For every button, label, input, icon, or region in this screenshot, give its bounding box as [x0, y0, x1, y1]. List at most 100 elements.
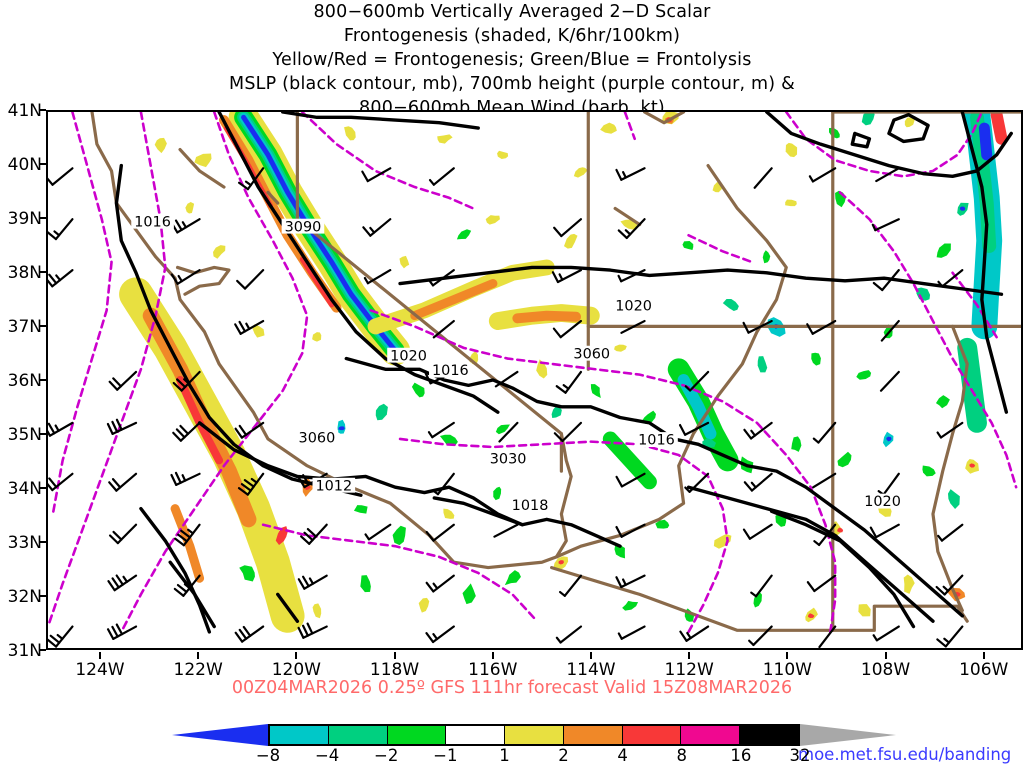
mslp-contour-label: 1016 [638, 433, 675, 449]
height-contour-layer [48, 112, 1018, 634]
frontogenesis-shading [762, 250, 771, 264]
lat-tick-label: 32N [7, 587, 42, 607]
frontogenesis-shading [722, 299, 739, 312]
frontogenesis-shading [437, 134, 453, 144]
colorbar-tick-label: −8 [255, 746, 281, 765]
height-contour-label-halo [570, 345, 614, 361]
mslp-contour-label: 1020 [864, 494, 901, 510]
frontogenesis-shading [411, 382, 425, 398]
frontogenesis-shading [185, 202, 195, 214]
frontogenesis-shading [600, 122, 617, 134]
frontogenesis-shading [785, 199, 797, 207]
frontogenesis-shading [462, 583, 476, 605]
frontogenesis-shading [344, 126, 356, 141]
frontogenesis-band [299, 256, 335, 308]
map-canvas: 1016102010201016101610121018102030903090… [48, 112, 1021, 648]
lat-tick-label: 40N [7, 155, 42, 175]
frontogenesis-shading [791, 436, 802, 452]
colorbar-over-arrow-icon [800, 724, 896, 746]
lon-tick-label: 116W [468, 660, 518, 680]
lon-tick-label: 110W [762, 660, 812, 680]
colorbar-segment [270, 726, 329, 744]
frontogenesis-shading [456, 229, 472, 240]
lon-tick-label: 106W [959, 660, 1009, 680]
frontogenesis-shading [904, 117, 916, 128]
frontogenesis-shading [338, 426, 345, 431]
frontogenesis-shading [969, 463, 976, 468]
frontogenesis-shading [573, 167, 588, 178]
lat-tick-mark [39, 109, 46, 111]
mslp-contour-label-halo [635, 432, 678, 447]
frontogenesis-shading [392, 525, 406, 546]
frontogenesis-shading [439, 434, 458, 446]
mslp-contour-label-halo [861, 493, 904, 509]
lat-tick-mark [39, 649, 46, 651]
frontogenesis-shading [399, 255, 410, 269]
lon-tick-mark [197, 652, 200, 659]
lon-tick-label: 112W [664, 660, 714, 680]
colorbar-tick-label: 1 [499, 746, 510, 765]
lon-tick-label: 122W [173, 660, 223, 680]
frontogenesis-shading [504, 570, 521, 586]
frontogenesis-band [410, 279, 498, 321]
frontogenesis-shading [497, 150, 509, 159]
colorbar-legend: moe.met.fsu.edu/banding −8 −4 −2 −1 1 2 4 8 16 32 [0, 724, 1024, 768]
lat-tick-label: 38N [7, 263, 42, 283]
title-line-2: Frontogenesis (shaded, K/6hr/100km) [343, 26, 681, 46]
mslp-contour-label-halo [612, 298, 655, 313]
frontogenesis-band [512, 310, 582, 324]
colorbar-tick-label: 4 [617, 746, 628, 765]
colorbar-segment [740, 726, 799, 744]
colorbar-strip [268, 724, 800, 746]
frontogenesis-shading [493, 486, 502, 501]
frontogenesis-shading [837, 451, 852, 468]
lat-tick-label: 37N [7, 317, 42, 337]
frontogenesis-shading [682, 240, 694, 250]
frontogenesis-shading [785, 142, 798, 158]
frontogenesis-shading [856, 370, 872, 380]
mslp-contour-label: 1020 [390, 348, 427, 364]
frontogenesis-shading [886, 436, 892, 442]
lat-tick-mark [39, 271, 46, 273]
frontogenesis-shading [360, 575, 371, 593]
lat-tick-mark [39, 163, 46, 165]
lon-tick-mark [688, 652, 691, 659]
lon-tick-mark [982, 652, 985, 659]
frontogenesis-shading [239, 565, 255, 582]
latitude-axis: 41N 40N 39N 38N 37N 36N 35N 34N 33N 32N 31N [0, 101, 46, 661]
frontogenesis-shading [861, 112, 875, 126]
frontogenesis-band [990, 112, 1008, 145]
colorbar-under-arrow-icon [172, 724, 268, 746]
frontogenesis-shading [563, 233, 578, 249]
lat-tick-label: 31N [7, 641, 42, 661]
forecast-caption: 00Z04MAR2026 0.25º GFS 111hr forecast Va… [231, 678, 793, 698]
colorbar-tick-label: 32 [789, 746, 811, 765]
lat-tick-label: 34N [7, 479, 42, 499]
title-block: 800−600mb Vertically Averaged 2−D Scalar… [0, 0, 1024, 118]
colorbar-segment [622, 726, 682, 744]
height-contour-label: 3060 [573, 346, 610, 362]
lat-tick-mark [39, 541, 46, 543]
frontogenesis-band [957, 337, 987, 433]
frontogenesis-band [170, 504, 205, 583]
colorbar-segment [681, 726, 741, 744]
frontogenesis-shading [837, 527, 844, 533]
mslp-contour-label: 1020 [615, 299, 652, 315]
lon-tick-label: 120W [271, 660, 321, 680]
colorbar-tick-label: 16 [730, 746, 752, 765]
lon-tick-label: 108W [860, 660, 911, 680]
height-contour-label: 3090 [285, 219, 322, 235]
mslp-contour-label-halo [312, 477, 356, 493]
mslp-contour-label-halo [429, 362, 472, 378]
lon-tick-label: 114W [566, 660, 616, 680]
frontogenesis-shading [959, 206, 966, 211]
frontogenesis-shading [312, 603, 322, 619]
lat-tick-mark [39, 595, 46, 597]
map-plot-area[interactable]: 1016102010201016101610121018102030903090… [46, 110, 1023, 650]
lat-tick-label: 41N [7, 101, 42, 121]
frontogenesis-shading [903, 574, 915, 594]
lat-tick-label: 39N [7, 209, 42, 229]
lat-tick-label: 36N [7, 371, 42, 391]
frontogenesis-shading [614, 544, 626, 559]
mslp-contour-label: 1016 [134, 214, 171, 230]
